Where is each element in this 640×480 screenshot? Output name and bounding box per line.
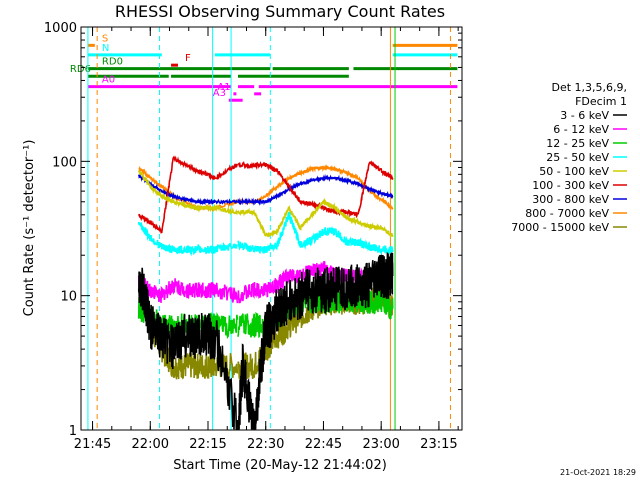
series-line <box>137 267 239 431</box>
legend-entry-label: 100 - 300 keV <box>532 179 609 192</box>
flag-label: A1 <box>217 82 230 93</box>
flag-label: N <box>102 43 109 54</box>
legend-header: Det 1,3,5,6,9, <box>551 81 627 94</box>
series-line <box>137 281 239 380</box>
y-tick-label: 10 <box>60 290 77 305</box>
flag-label: A3 <box>213 88 226 99</box>
series-line <box>237 252 394 431</box>
x-axis-label: Start Time (20-May-12 21:44:02) <box>173 458 387 473</box>
series-line <box>137 170 239 216</box>
series-line <box>137 173 238 206</box>
legend-entry-label: 12 - 25 keV <box>546 137 609 150</box>
x-tick-label: 23:15 <box>420 437 457 452</box>
x-tick-label: 22:15 <box>189 437 226 452</box>
flag-label: F <box>185 53 191 64</box>
x-tick-label: 22:45 <box>305 437 342 452</box>
legend-entry-label: 25 - 50 keV <box>546 151 609 164</box>
y-tick-label: 100 <box>52 155 77 170</box>
plot-area-frame <box>80 26 463 431</box>
footer-timestamp: 21-Oct-2021 18:29 <box>560 468 636 477</box>
legend-header: FDecim 1 <box>575 95 627 108</box>
y-axis-label: Count Rate (s⁻¹ detector⁻¹) <box>22 140 37 317</box>
flag-label: S <box>102 33 108 44</box>
legend-entry-label: 7000 - 15000 keV <box>511 221 609 234</box>
x-tick-label: 22:00 <box>132 437 169 452</box>
flag-label: RD0 <box>102 57 123 68</box>
series-line <box>138 155 239 234</box>
flag-label: A0 <box>102 75 115 86</box>
x-tick-label: 22:30 <box>247 437 284 452</box>
series-line <box>137 273 239 304</box>
legend-entry-label: 300 - 800 keV <box>532 193 609 206</box>
legend-entry-label: 800 - 7000 keV <box>525 207 609 220</box>
x-tick-label: 23:00 <box>362 437 399 452</box>
series-line <box>237 197 394 239</box>
series-line <box>237 211 394 256</box>
legend-entry-label: 6 - 12 keV <box>553 123 609 136</box>
y-tick-label: 1 <box>69 424 77 439</box>
series-line <box>137 221 238 257</box>
legend-entry-label: 50 - 100 keV <box>539 165 609 178</box>
legend-entry-label: 3 - 6 keV <box>560 109 609 122</box>
flag-label: RD6 <box>70 64 91 75</box>
chart-title: RHESSI Observing Summary Count Rates <box>115 2 445 21</box>
y-tick-label: 1000 <box>44 21 77 36</box>
x-tick-label: 21:45 <box>74 437 111 452</box>
series-line <box>237 173 394 206</box>
